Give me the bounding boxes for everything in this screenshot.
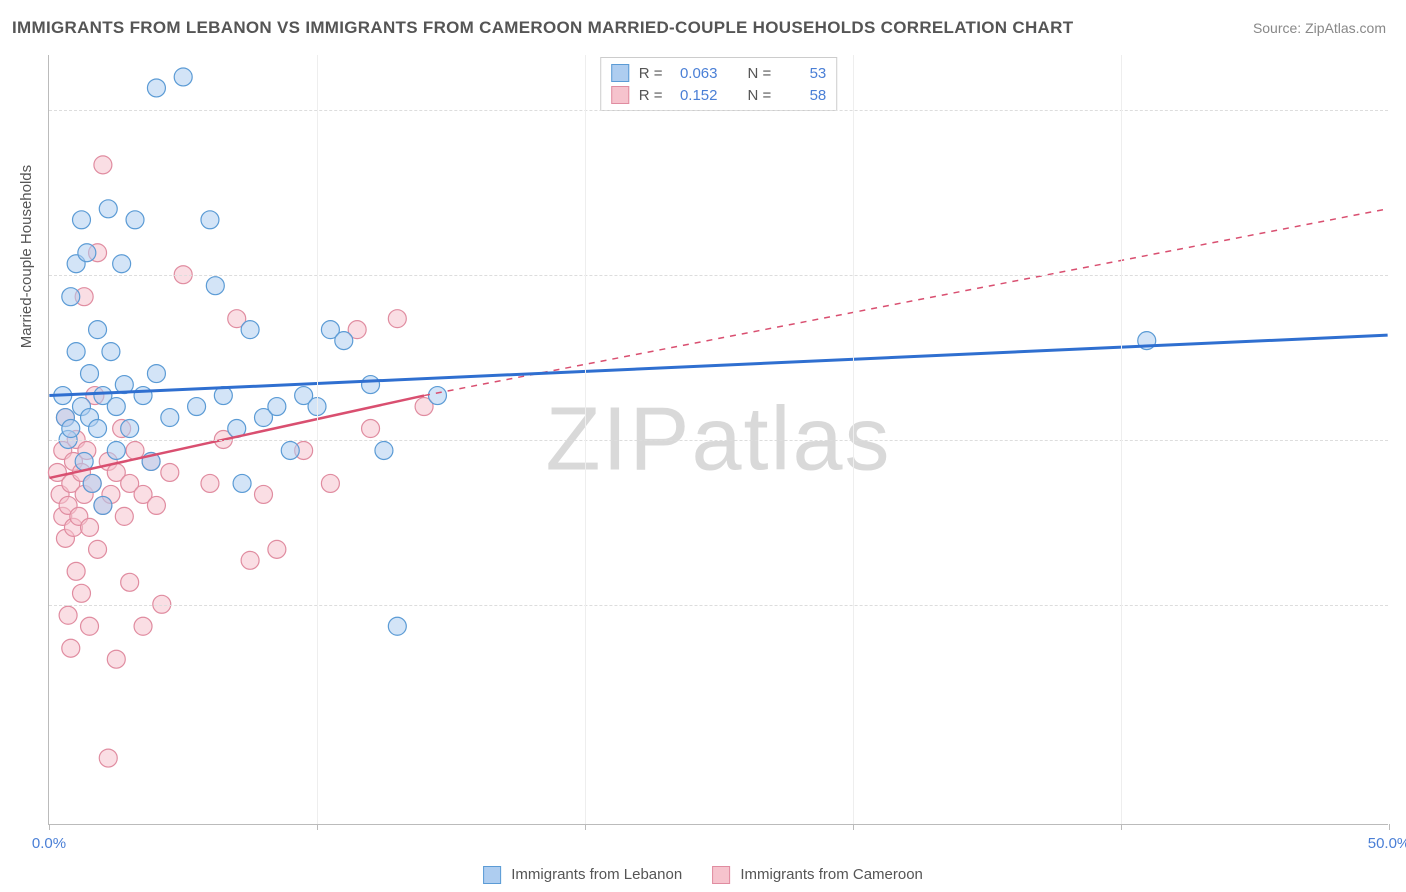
- gridline-horizontal: [49, 110, 1388, 111]
- scatter-point: [83, 474, 101, 492]
- scatter-point: [147, 79, 165, 97]
- y-axis-label: Married-couple Households: [18, 165, 35, 348]
- scatter-point: [388, 617, 406, 635]
- scatter-point: [335, 332, 353, 350]
- scatter-point: [113, 255, 131, 273]
- scatter-point: [147, 496, 165, 514]
- x-tick-mark: [1121, 824, 1122, 830]
- scatter-point: [268, 398, 286, 416]
- scatter-point: [102, 343, 120, 361]
- legend-item-lebanon: Immigrants from Lebanon: [483, 866, 682, 884]
- scatter-point: [67, 562, 85, 580]
- scatter-point: [206, 277, 224, 295]
- y-tick-label: 80.0%: [1393, 102, 1406, 119]
- x-tick-label: 50.0%: [1368, 835, 1406, 852]
- x-tick-mark: [585, 824, 586, 830]
- scatter-point: [126, 211, 144, 229]
- gridline-horizontal: [49, 605, 1388, 606]
- legend-swatch-cameroon-icon: [712, 866, 730, 884]
- gridline-vertical: [585, 55, 586, 824]
- scatter-point: [81, 518, 99, 536]
- plot-area: ZIPatlas R = 0.063 N = 53 R = 0.152 N = …: [48, 55, 1388, 825]
- trend-line: [49, 335, 1387, 395]
- scatter-point: [428, 387, 446, 405]
- scatter-point: [94, 496, 112, 514]
- scatter-point: [161, 463, 179, 481]
- scatter-point: [321, 474, 339, 492]
- gridline-horizontal: [49, 275, 1388, 276]
- legend-swatch-lebanon-icon: [483, 866, 501, 884]
- scatter-point: [241, 551, 259, 569]
- legend-item-cameroon: Immigrants from Cameroon: [712, 866, 923, 884]
- scatter-point: [62, 288, 80, 306]
- scatter-point: [201, 474, 219, 492]
- scatter-point: [89, 420, 107, 438]
- scatter-point: [59, 606, 77, 624]
- scatter-point: [174, 68, 192, 86]
- gridline-vertical: [853, 55, 854, 824]
- scatter-point: [362, 420, 380, 438]
- trend-line: [424, 209, 1388, 396]
- scatter-point: [107, 441, 125, 459]
- scatter-point: [81, 365, 99, 383]
- y-tick-label: 35.0%: [1393, 597, 1406, 614]
- gridline-horizontal: [49, 440, 1388, 441]
- scatter-point: [78, 244, 96, 262]
- scatter-point: [241, 321, 259, 339]
- scatter-point: [99, 749, 117, 767]
- scatter-point: [115, 507, 133, 525]
- scatter-point: [73, 211, 91, 229]
- scatter-point: [107, 650, 125, 668]
- x-tick-mark: [1389, 824, 1390, 830]
- gridline-vertical: [1121, 55, 1122, 824]
- scatter-point: [121, 573, 139, 591]
- scatter-point: [89, 540, 107, 558]
- scatter-point: [134, 617, 152, 635]
- y-tick-label: 65.0%: [1393, 267, 1406, 284]
- gridline-vertical: [317, 55, 318, 824]
- series-legend: Immigrants from Lebanon Immigrants from …: [483, 866, 923, 884]
- scatter-point: [362, 376, 380, 394]
- scatter-point: [94, 156, 112, 174]
- y-tick-label: 50.0%: [1393, 432, 1406, 449]
- scatter-point: [188, 398, 206, 416]
- scatter-point: [388, 310, 406, 328]
- scatter-point: [281, 441, 299, 459]
- scatter-point: [201, 211, 219, 229]
- x-tick-label: 0.0%: [32, 835, 66, 852]
- scatter-point: [89, 321, 107, 339]
- scatter-point: [99, 200, 117, 218]
- scatter-point: [268, 540, 286, 558]
- scatter-point: [233, 474, 251, 492]
- correlation-chart: IMMIGRANTS FROM LEBANON VS IMMIGRANTS FR…: [0, 0, 1406, 892]
- scatter-point: [81, 617, 99, 635]
- scatter-point: [67, 343, 85, 361]
- scatter-point: [147, 365, 165, 383]
- scatter-point: [161, 409, 179, 427]
- scatter-point: [73, 584, 91, 602]
- scatter-point: [255, 485, 273, 503]
- scatter-point: [375, 441, 393, 459]
- scatter-point: [134, 387, 152, 405]
- x-tick-mark: [49, 824, 50, 830]
- x-tick-mark: [853, 824, 854, 830]
- scatter-point: [62, 639, 80, 657]
- scatter-point: [62, 420, 80, 438]
- scatter-point: [121, 420, 139, 438]
- x-tick-mark: [317, 824, 318, 830]
- source-label: Source: ZipAtlas.com: [1253, 20, 1386, 36]
- scatter-point: [107, 398, 125, 416]
- chart-title: IMMIGRANTS FROM LEBANON VS IMMIGRANTS FR…: [12, 18, 1073, 38]
